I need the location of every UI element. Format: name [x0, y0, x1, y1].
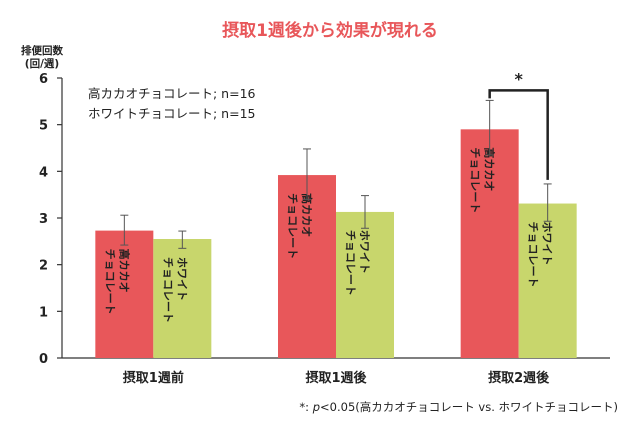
- y-tick-label: 3: [39, 212, 48, 227]
- y-tick-label: 2: [39, 259, 48, 274]
- bar-label: 高カカオチョコレート: [469, 147, 497, 213]
- category-labels: 摂取1週前 摂取1週後 摂取2週後: [123, 370, 550, 386]
- significance-marker: *: [514, 69, 523, 88]
- bar: [518, 203, 577, 358]
- bar-label: 高カカオチョコレート: [103, 249, 131, 315]
- bar: [153, 239, 212, 358]
- category-label: 摂取2週後: [488, 370, 550, 386]
- y-axis-label-line-2: (回/週): [25, 58, 59, 70]
- error-bars: [120, 99, 552, 249]
- bar: [95, 230, 154, 358]
- significance-line: [488, 89, 549, 180]
- bar-label: 高カカオチョコレート: [286, 193, 314, 259]
- bar-label: ホワイトチョコレート: [344, 230, 371, 296]
- bar-label: ホワイトチョコレート: [527, 222, 554, 288]
- significance-footnote: *: p<0.05(高カカオチョコレート vs. ホワイトチョコレート): [299, 400, 618, 414]
- y-tick-label: 6: [39, 72, 48, 87]
- legend-entry-white: ホワイトチョコレート; n=15: [88, 106, 256, 121]
- y-tick-label: 4: [39, 165, 48, 180]
- bar: [278, 175, 336, 358]
- chart-title: 摂取1週後から効果が現れる: [222, 20, 438, 41]
- category-label: 摂取1週後: [305, 370, 367, 386]
- legend-entry-high-cacao: 高カカオチョコレート; n=16: [88, 86, 256, 101]
- y-tick-label: 1: [39, 305, 48, 320]
- bar: [460, 129, 519, 358]
- y-tick-label: 5: [39, 119, 48, 134]
- bar-label: ホワイトチョコレート: [161, 257, 188, 323]
- y-axis-label-line-1: 排便回数: [21, 44, 63, 57]
- significance-bracket: *: [488, 69, 549, 180]
- bar: [336, 211, 394, 358]
- category-label: 摂取1週前: [123, 370, 184, 386]
- y-tick-label: 0: [39, 352, 48, 367]
